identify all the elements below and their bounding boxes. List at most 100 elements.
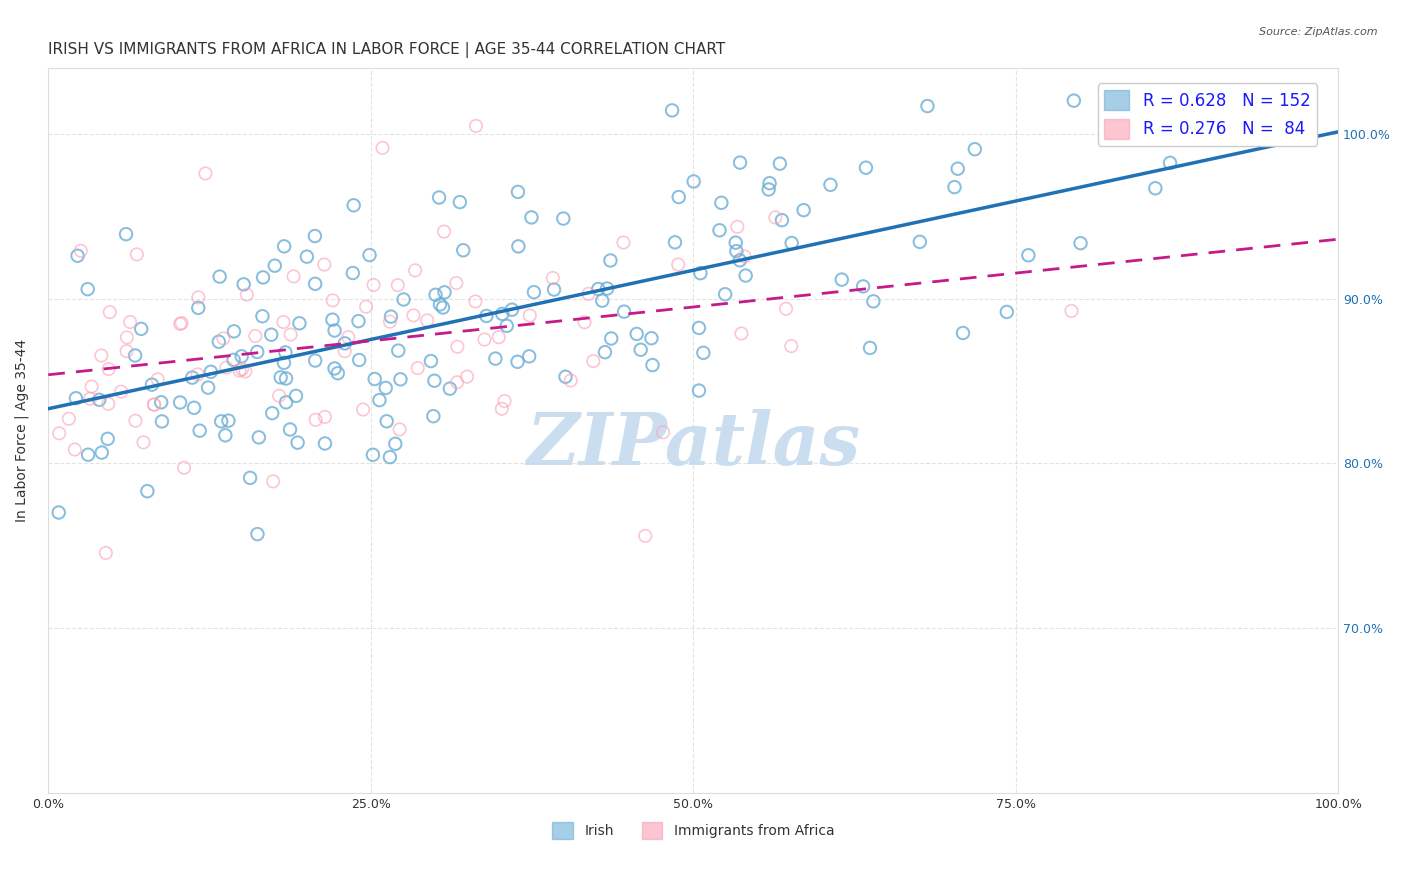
Point [58,411,80,425]
Point [304,277,326,291]
Point [235,364,257,378]
Point [246,527,269,541]
Point [831,272,853,286]
Point [475,309,498,323]
Point [626,326,648,341]
Point [97,397,120,411]
Point [270,370,292,384]
Point [295,250,318,264]
Point [588,282,610,296]
Point [124,349,146,363]
Point [449,195,471,210]
Point [862,294,884,309]
Point [640,331,662,345]
Point [725,244,748,259]
Point [862,294,884,309]
Point [688,321,710,335]
Point [543,283,565,297]
Point [491,307,513,321]
Point [364,372,387,386]
Point [208,334,231,349]
Point [239,471,262,485]
Point [640,331,662,345]
Point [270,370,292,384]
Point [169,395,191,409]
Point [770,213,793,227]
Point [278,422,301,436]
Point [427,190,450,204]
Point [475,309,498,323]
Point [115,344,138,359]
Point [314,409,336,424]
Point [90,445,112,459]
Point [433,225,456,239]
Point [946,161,969,176]
Point [263,259,285,273]
Point [274,345,297,359]
Point [181,370,204,384]
Point [661,103,683,118]
Point [378,315,401,329]
Point [392,293,415,307]
Point [446,276,468,290]
Point [488,330,510,344]
Point [506,355,529,369]
Point [337,330,360,344]
Point [425,287,447,301]
Point [217,414,239,428]
Point [384,437,406,451]
Point [1159,156,1181,170]
Point [150,395,173,409]
Point [252,310,274,324]
Point [520,211,543,225]
Point [427,190,450,204]
Point [419,354,441,368]
Point [775,301,797,316]
Point [197,381,219,395]
Point [852,279,875,293]
Point [692,346,714,360]
Point [641,358,664,372]
Point [484,351,506,366]
Point [793,203,815,218]
Point [252,270,274,285]
Point [150,395,173,409]
Point [262,406,284,420]
Point [354,300,377,314]
Point [433,285,456,300]
Point [252,270,274,285]
Point [449,195,471,210]
Point [995,305,1018,319]
Point [273,356,295,370]
Point [90,445,112,459]
Point [322,293,344,308]
Point [288,316,311,330]
Point [115,227,138,242]
Point [169,395,191,409]
Point [232,277,254,292]
Point [222,324,245,338]
Point [439,382,461,396]
Point [709,223,731,237]
Point [304,229,326,244]
Point [820,178,842,192]
Point [169,317,191,331]
Point [392,293,415,307]
Point [65,391,87,405]
Point [200,365,222,379]
Point [333,336,356,351]
Point [321,312,343,326]
Point [714,287,737,301]
Point [554,369,576,384]
Point [689,266,711,280]
Point [245,329,267,343]
Point [710,195,733,210]
Point [380,310,402,324]
Point [115,227,138,242]
Point [323,361,346,376]
Point [855,161,877,175]
Point [591,293,613,308]
Point [187,290,209,304]
Point [423,374,446,388]
Point [432,301,454,315]
